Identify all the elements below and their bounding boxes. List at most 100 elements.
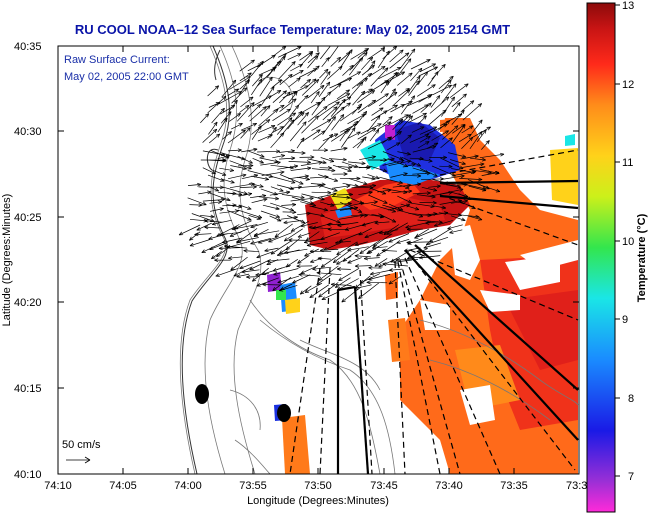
- current-vector: [210, 208, 224, 212]
- current-vector-head: [318, 293, 321, 298]
- current-vector: [229, 160, 252, 170]
- current-vector-head: [291, 156, 296, 159]
- current-vector-head: [234, 80, 237, 84]
- current-vector: [272, 90, 287, 103]
- current-vector: [200, 113, 210, 124]
- current-vector: [257, 150, 280, 153]
- current-vector: [397, 58, 412, 77]
- current-vector: [412, 167, 430, 174]
- current-vector-head: [284, 237, 287, 242]
- current-vector: [209, 159, 227, 162]
- current-vector-head: [353, 127, 356, 132]
- current-vector: [297, 112, 309, 126]
- current-vector-head: [233, 272, 237, 277]
- current-vector-head: [354, 185, 359, 188]
- current-vector-head: [308, 52, 313, 55]
- current-vector: [320, 232, 340, 240]
- current-vector-head: [315, 91, 320, 94]
- current-vector: [347, 257, 362, 264]
- current-vector: [361, 56, 373, 71]
- current-vector-head: [304, 174, 309, 177]
- current-vector: [368, 273, 391, 280]
- current-vector-head: [278, 217, 282, 222]
- current-vector: [274, 223, 293, 238]
- current-vector-head: [432, 84, 436, 89]
- current-vector-head: [347, 89, 350, 94]
- current-vector-head: [245, 79, 250, 82]
- current-vector: [284, 248, 308, 254]
- current-vector-head: [323, 105, 328, 108]
- current-vector-head: [349, 64, 354, 67]
- current-vector-head: [215, 133, 220, 136]
- current-vector-head: [354, 120, 359, 123]
- current-vector-head: [363, 256, 368, 260]
- current-vector: [379, 229, 399, 234]
- current-vector-head: [222, 158, 227, 161]
- current-vector-head: [354, 264, 359, 267]
- current-vector-head: [250, 59, 255, 62]
- current-vector-head: [468, 136, 473, 140]
- current-vector: [382, 159, 405, 166]
- current-vector: [224, 245, 248, 249]
- current-vector: [228, 256, 243, 259]
- current-vector-head: [447, 79, 452, 83]
- current-vector-head: [321, 85, 325, 90]
- current-vector-head: [276, 214, 280, 218]
- current-vector: [287, 111, 303, 130]
- current-vector-head: [400, 159, 405, 161]
- current-vector-head: [426, 171, 431, 174]
- current-vector: [241, 269, 260, 273]
- current-vector-head: [297, 234, 302, 238]
- current-vector: [354, 241, 368, 246]
- current-vector: [440, 183, 461, 188]
- scale-label: 50 cm/s: [62, 439, 101, 451]
- current-vector-head: [304, 242, 309, 244]
- current-vector: [336, 89, 350, 100]
- current-vector-head: [274, 235, 279, 238]
- current-vector-head: [404, 52, 409, 55]
- current-vector: [196, 222, 212, 231]
- current-vector: [260, 161, 281, 166]
- current-vector: [339, 129, 348, 142]
- current-vector-head: [390, 157, 395, 160]
- current-vector: [301, 115, 319, 134]
- current-vector-head: [262, 106, 267, 109]
- coastline-contours: [179, 46, 579, 474]
- current-vector: [247, 150, 265, 158]
- current-vector: [215, 268, 239, 277]
- current-vector-head: [328, 119, 332, 123]
- current-vector: [442, 125, 459, 140]
- current-vector-head: [250, 96, 254, 101]
- current-vector-head: [362, 113, 366, 118]
- current-vector-head: [406, 242, 411, 245]
- current-vector: [339, 106, 361, 122]
- current-vector-head: [309, 296, 314, 299]
- current-vector: [419, 63, 436, 73]
- current-vector: [187, 184, 201, 186]
- current-vector-head: [289, 188, 294, 191]
- current-vector-head: [452, 172, 456, 177]
- current-vector-head: [376, 175, 380, 179]
- current-vector-head: [331, 134, 334, 139]
- current-vector: [388, 233, 410, 243]
- current-vector: [239, 59, 255, 72]
- current-vector: [240, 96, 254, 108]
- current-vector-head: [270, 250, 274, 255]
- current-vector-head: [219, 232, 223, 236]
- current-vector-head: [348, 165, 352, 168]
- current-vector-head: [304, 94, 309, 98]
- current-vector-head: [482, 190, 487, 192]
- current-vector-head: [196, 182, 202, 185]
- current-vector-head: [327, 57, 330, 62]
- current-vector-head: [306, 78, 311, 81]
- current-vector: [212, 219, 232, 225]
- current-vector: [240, 123, 257, 131]
- current-vector-head: [318, 161, 323, 165]
- current-vector-head: [243, 248, 248, 251]
- current-vector-head: [279, 290, 284, 292]
- current-vector-head: [218, 201, 222, 205]
- current-vector-head: [356, 121, 359, 126]
- current-vector-head: [314, 79, 319, 82]
- current-vector-head: [291, 182, 296, 184]
- current-vector: [328, 106, 345, 122]
